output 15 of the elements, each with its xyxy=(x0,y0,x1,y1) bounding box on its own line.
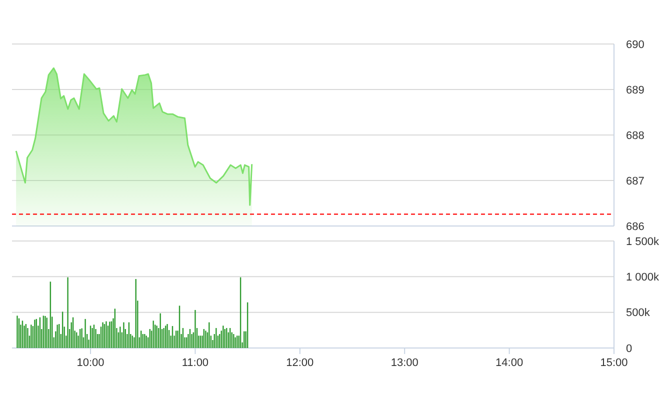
y-tick-label: 686 xyxy=(626,220,644,233)
x-tick-label: 11:00 xyxy=(182,357,209,369)
y-tick-label: 500k xyxy=(626,307,650,320)
y-tick-label: 0 xyxy=(626,342,632,355)
y-tick-label: 1 000k xyxy=(626,272,660,284)
x-tick-label: 13:00 xyxy=(390,357,418,369)
y-tick-label: 687 xyxy=(626,175,644,188)
y-tick-label: 1 500k xyxy=(626,236,660,248)
x-tick-label: 14:00 xyxy=(496,357,524,369)
y-tick-label: 688 xyxy=(626,130,644,142)
y-tick-label: 690 xyxy=(626,38,644,51)
y-tick-label: 689 xyxy=(626,84,644,96)
x-tick-label: 15:00 xyxy=(600,357,628,369)
x-tick-label: 10:00 xyxy=(76,357,104,369)
x-tick-label: 12:00 xyxy=(286,357,314,369)
